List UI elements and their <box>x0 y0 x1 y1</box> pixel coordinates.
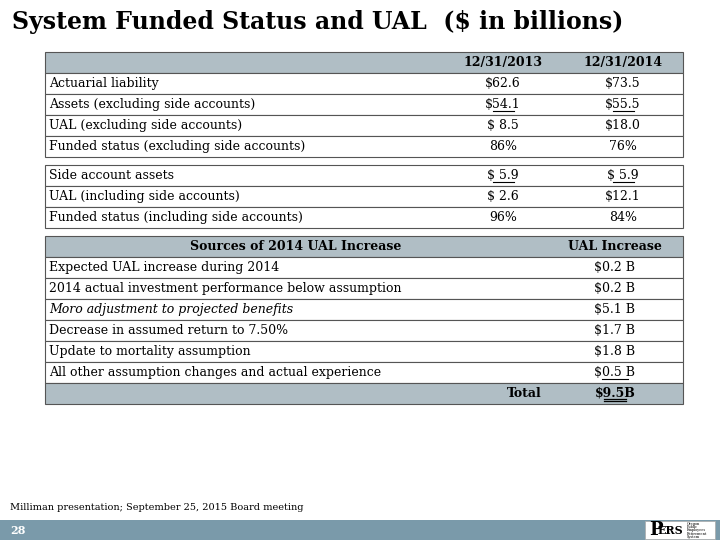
Text: System: System <box>687 535 700 539</box>
Text: Total: Total <box>508 387 542 400</box>
Text: Side account assets: Side account assets <box>49 169 174 182</box>
Text: UAL (excluding side accounts): UAL (excluding side accounts) <box>49 119 242 132</box>
Text: Milliman presentation; September 25, 2015 Board meeting: Milliman presentation; September 25, 201… <box>10 503 304 512</box>
Bar <box>45 52 683 73</box>
Text: 76%: 76% <box>609 140 637 153</box>
Text: $5.1 B: $5.1 B <box>595 303 636 316</box>
Text: $ 5.9: $ 5.9 <box>607 169 639 182</box>
Bar <box>45 383 683 404</box>
Text: Decrease in assumed return to 7.50%: Decrease in assumed return to 7.50% <box>49 324 288 337</box>
Bar <box>45 165 683 186</box>
Text: $62.6: $62.6 <box>485 77 521 90</box>
Text: Retirement: Retirement <box>687 531 707 536</box>
Text: ERS: ERS <box>658 525 683 537</box>
Text: Public: Public <box>687 525 698 529</box>
Text: $ 8.5: $ 8.5 <box>487 119 519 132</box>
Bar <box>45 186 683 207</box>
Bar <box>45 257 683 278</box>
Bar <box>45 136 683 157</box>
Text: 28: 28 <box>10 524 25 536</box>
Bar <box>45 362 683 383</box>
Text: $9.5B: $9.5B <box>595 387 636 400</box>
Text: $0.5 B: $0.5 B <box>595 366 636 379</box>
Bar <box>45 320 683 341</box>
Text: Sources of 2014 UAL Increase: Sources of 2014 UAL Increase <box>190 240 402 253</box>
Text: $12.1: $12.1 <box>605 190 641 203</box>
Text: 84%: 84% <box>609 211 637 224</box>
Bar <box>45 278 683 299</box>
Text: Update to mortality assumption: Update to mortality assumption <box>49 345 251 358</box>
Text: $0.2 B: $0.2 B <box>595 261 636 274</box>
Bar <box>645 521 715 539</box>
Text: $0.2 B: $0.2 B <box>595 282 636 295</box>
Text: Actuarial liability: Actuarial liability <box>49 77 158 90</box>
Text: $18.0: $18.0 <box>605 119 641 132</box>
Bar <box>45 115 683 136</box>
Text: System Funded Status and UAL  ($ in billions): System Funded Status and UAL ($ in billi… <box>12 10 624 34</box>
Bar <box>45 299 683 320</box>
Text: Employees: Employees <box>687 529 706 532</box>
Text: $55.5: $55.5 <box>606 98 641 111</box>
Text: $ 5.9: $ 5.9 <box>487 169 519 182</box>
Bar <box>45 341 683 362</box>
Text: 96%: 96% <box>489 211 517 224</box>
Text: 12/31/2014: 12/31/2014 <box>583 56 662 69</box>
Text: 2014 actual investment performance below assumption: 2014 actual investment performance below… <box>49 282 402 295</box>
Bar <box>45 94 683 115</box>
Text: 86%: 86% <box>489 140 517 153</box>
Text: $1.8 B: $1.8 B <box>595 345 636 358</box>
Text: Assets (excluding side accounts): Assets (excluding side accounts) <box>49 98 256 111</box>
Text: P: P <box>649 521 662 539</box>
Text: $73.5: $73.5 <box>606 77 641 90</box>
Text: Funded status (including side accounts): Funded status (including side accounts) <box>49 211 303 224</box>
Text: Oregon: Oregon <box>687 522 701 526</box>
Text: $54.1: $54.1 <box>485 98 521 111</box>
Text: UAL (including side accounts): UAL (including side accounts) <box>49 190 240 203</box>
Text: $1.7 B: $1.7 B <box>595 324 636 337</box>
Bar <box>45 207 683 228</box>
Text: 12/31/2013: 12/31/2013 <box>464 56 542 69</box>
Text: $ 2.6: $ 2.6 <box>487 190 519 203</box>
Text: UAL Increase: UAL Increase <box>568 240 662 253</box>
Bar <box>45 236 683 257</box>
Text: Expected UAL increase during 2014: Expected UAL increase during 2014 <box>49 261 279 274</box>
Text: Funded status (excluding side accounts): Funded status (excluding side accounts) <box>49 140 305 153</box>
Bar <box>45 73 683 94</box>
Text: Moro adjustment to projected benefits: Moro adjustment to projected benefits <box>49 303 293 316</box>
Bar <box>0 520 720 540</box>
Text: All other assumption changes and actual experience: All other assumption changes and actual … <box>49 366 381 379</box>
